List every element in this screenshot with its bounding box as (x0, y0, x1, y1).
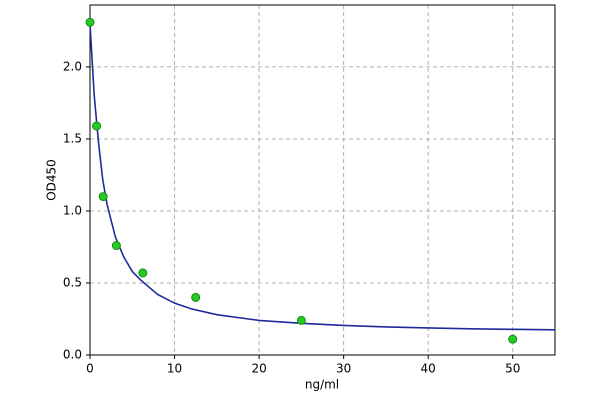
fit-curve (89, 23, 556, 331)
data-point (296, 315, 306, 325)
y-axis-label: OD450 (45, 159, 59, 201)
x-tick-label: 0 (86, 362, 94, 376)
data-point (92, 121, 102, 131)
x-tick-label: 40 (421, 362, 436, 376)
y-tick-label: 0.5 (63, 275, 82, 289)
x-tick-label: 50 (505, 362, 520, 376)
y-tick-label: 1.0 (63, 203, 82, 217)
y-tick-label: 1.5 (63, 131, 82, 145)
x-tick-label: 20 (251, 362, 266, 376)
data-point (98, 192, 108, 202)
data-point (111, 241, 121, 251)
plot-frame (89, 4, 556, 356)
y-tick-label: 2.0 (63, 59, 82, 73)
x-tick-label: 10 (167, 362, 182, 376)
x-axis-label: ng/ml (305, 378, 339, 392)
data-point (508, 334, 518, 344)
x-tick-label: 30 (336, 362, 351, 376)
data-point (85, 17, 95, 27)
y-tick-label: 0.0 (63, 348, 82, 362)
data-point (138, 268, 148, 278)
data-point (191, 292, 201, 302)
